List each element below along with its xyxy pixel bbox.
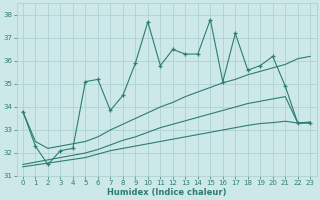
X-axis label: Humidex (Indice chaleur): Humidex (Indice chaleur) — [107, 188, 226, 197]
